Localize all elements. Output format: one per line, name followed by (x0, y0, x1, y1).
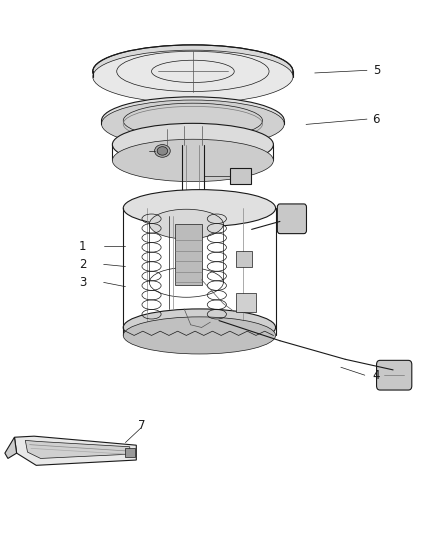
Text: 1: 1 (79, 240, 86, 253)
Text: 5: 5 (373, 64, 380, 77)
Text: 3: 3 (79, 276, 86, 289)
Ellipse shape (149, 209, 223, 239)
Ellipse shape (123, 309, 276, 346)
Polygon shape (237, 251, 252, 266)
Text: 7: 7 (138, 419, 145, 432)
Ellipse shape (123, 317, 276, 354)
Polygon shape (230, 168, 251, 184)
Ellipse shape (113, 123, 273, 166)
FancyBboxPatch shape (377, 360, 412, 390)
Polygon shape (14, 436, 136, 465)
Ellipse shape (113, 139, 273, 182)
Text: 2: 2 (79, 258, 86, 271)
Text: 6: 6 (373, 112, 380, 126)
Ellipse shape (102, 97, 284, 144)
Polygon shape (25, 440, 130, 458)
Ellipse shape (102, 100, 284, 148)
Text: 4: 4 (373, 369, 380, 382)
Ellipse shape (123, 190, 276, 227)
FancyBboxPatch shape (277, 204, 307, 233)
Ellipse shape (157, 147, 168, 155)
Bar (175, 224, 201, 285)
Ellipse shape (93, 45, 293, 98)
Polygon shape (237, 293, 256, 312)
Polygon shape (5, 437, 17, 458)
Ellipse shape (155, 144, 170, 157)
Ellipse shape (93, 50, 293, 103)
Bar (125, 448, 135, 457)
